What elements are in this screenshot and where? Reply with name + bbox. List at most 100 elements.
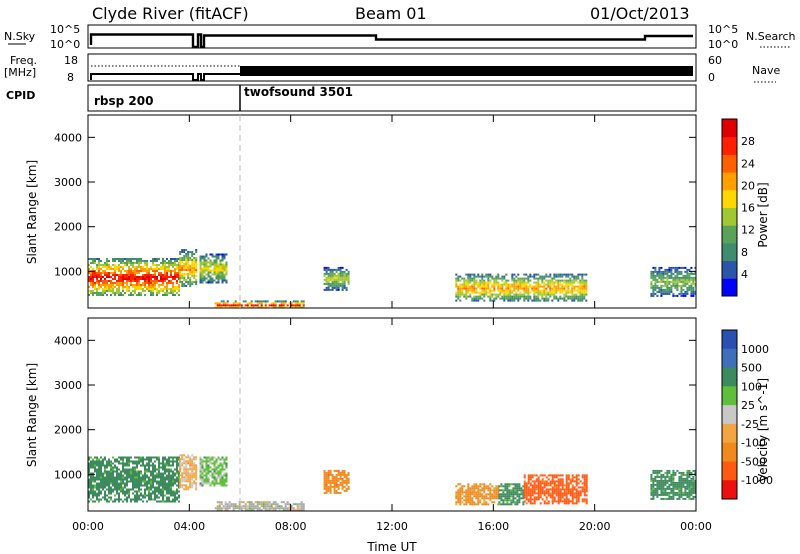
echo-cell <box>676 268 679 271</box>
echo-cell <box>223 269 226 272</box>
echo-cell <box>104 492 106 495</box>
echo-cell <box>323 282 326 285</box>
echo-cell <box>507 299 510 302</box>
echo-cell <box>140 476 142 479</box>
echo-cell <box>211 279 214 282</box>
echo-cell <box>670 290 673 293</box>
echo-cell <box>185 263 188 265</box>
echo-cell <box>116 458 118 461</box>
echo-cell <box>537 289 540 292</box>
echo-cell <box>207 468 210 471</box>
echo-cell <box>207 456 210 459</box>
echo-cell <box>211 474 214 477</box>
echo-cell <box>176 268 178 270</box>
echo-cell <box>183 458 186 461</box>
echo-cell <box>205 267 208 270</box>
y-tick-label: 2000 <box>54 221 82 234</box>
echo-cell <box>262 306 265 309</box>
echo-cell <box>583 478 586 481</box>
echo-cell <box>652 270 655 273</box>
echo-cell <box>92 458 94 461</box>
echo-cell <box>219 484 222 487</box>
echo-cell <box>187 281 190 283</box>
echo-cell <box>152 486 154 489</box>
echo-cell <box>164 276 166 278</box>
echo-cell <box>680 280 683 283</box>
echo-cell <box>559 498 562 501</box>
echo-cell <box>666 479 669 482</box>
echo-cell <box>654 471 657 474</box>
echo-cell <box>690 473 693 476</box>
echo-cell <box>211 482 214 485</box>
echo-cell <box>467 491 470 494</box>
echo-cell <box>518 493 521 496</box>
echo-cell <box>98 284 100 286</box>
echo-cell <box>209 474 212 477</box>
echo-cell <box>118 456 120 459</box>
echo-cell <box>347 479 350 482</box>
echo-cell <box>469 495 472 498</box>
echo-cell <box>199 257 202 260</box>
echo-cell <box>166 478 168 481</box>
echo-cell <box>220 306 223 309</box>
echo-cell <box>219 476 222 479</box>
echo-cell <box>557 281 560 284</box>
echo-cell <box>585 494 588 497</box>
echo-cell <box>658 280 661 283</box>
echo-cell <box>130 478 132 481</box>
echo-cell <box>144 468 146 471</box>
echo-cell <box>276 503 279 506</box>
echo-cell <box>181 458 184 461</box>
echo-cell <box>172 474 174 477</box>
echo-cell <box>343 276 346 279</box>
echo-cell <box>213 472 216 475</box>
echo-cell <box>193 464 196 467</box>
echo-cell <box>270 302 273 305</box>
echo-cell <box>533 492 536 495</box>
echo-cell <box>533 281 536 284</box>
echo-cell <box>130 260 132 262</box>
echo-cell <box>656 495 659 498</box>
echo-cell <box>201 478 204 481</box>
echo-cell <box>272 503 275 506</box>
echo-cell <box>156 476 158 479</box>
echo-cell <box>513 287 516 290</box>
echo-cell <box>114 260 116 262</box>
echo-cell <box>146 456 148 459</box>
echo-cell <box>288 503 291 506</box>
echo-cell <box>692 485 695 488</box>
colorbar-tick-label: -500 <box>741 455 766 468</box>
echo-cell <box>96 258 98 260</box>
echo-cell <box>337 284 340 287</box>
echo-cell <box>154 280 156 282</box>
echo-cell <box>96 264 98 266</box>
echo-cell <box>531 275 534 278</box>
echo-cell <box>96 492 98 495</box>
echo-cell <box>662 290 665 293</box>
echo-cell <box>459 483 462 486</box>
echo-cell <box>567 285 570 288</box>
echo-cell <box>176 468 178 471</box>
echo-cell <box>333 280 336 283</box>
echo-cell <box>148 498 150 501</box>
echo-cell <box>567 478 570 481</box>
echo-cell <box>114 458 116 461</box>
nave-tick-bottom: 0 <box>708 71 715 84</box>
echo-cell <box>457 287 460 290</box>
echo-cell <box>130 480 132 483</box>
echo-cell <box>674 276 677 279</box>
echo-cell <box>573 486 576 489</box>
echo-cell <box>583 482 586 485</box>
echo-cell <box>203 478 206 481</box>
echo-cell <box>656 290 659 293</box>
echo-cell <box>168 460 170 463</box>
echo-cell <box>662 475 665 478</box>
echo-cell <box>573 480 576 483</box>
echo-cell <box>98 466 100 469</box>
echo-cell <box>335 268 338 271</box>
echo-cell <box>487 503 490 506</box>
echo-cell <box>199 462 202 465</box>
echo-cell <box>455 281 458 284</box>
echo-cell <box>343 274 346 277</box>
echo-cell <box>144 472 146 475</box>
